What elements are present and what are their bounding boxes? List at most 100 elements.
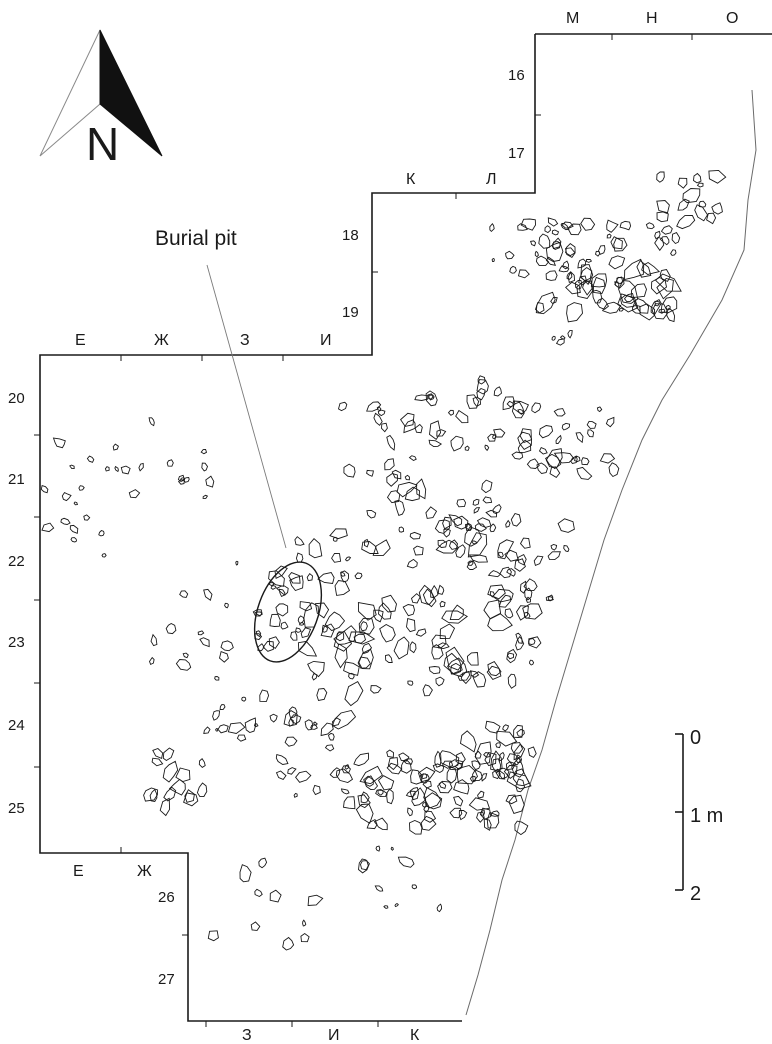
stone-outline — [665, 304, 671, 311]
row-label-27: 27 — [158, 971, 175, 988]
stone-outline — [484, 444, 490, 452]
stone-outline — [484, 751, 497, 767]
stone-outline — [254, 888, 263, 898]
stone-outline — [227, 722, 246, 734]
stone-outline — [148, 656, 155, 666]
stone-outline — [333, 625, 357, 645]
stone-outline — [331, 709, 357, 730]
burial-pit-outline — [253, 561, 323, 663]
stone-outline — [270, 585, 277, 590]
col-label-main-1: Е — [75, 332, 86, 349]
stone-outline — [355, 803, 374, 824]
stone-outline — [538, 233, 551, 249]
stone-outline — [268, 636, 280, 650]
stone-outline — [414, 394, 429, 401]
stone-outline — [606, 233, 612, 239]
stone-outline — [493, 428, 506, 438]
stone-outline — [320, 623, 336, 638]
stone-outline — [357, 656, 371, 669]
stone-outline — [386, 490, 401, 504]
stone-outline — [491, 257, 495, 263]
stone-outline — [313, 721, 318, 726]
stone-outline — [52, 437, 66, 449]
stone-outline — [533, 555, 544, 567]
stone-outline — [517, 439, 532, 453]
stone-outline — [465, 522, 473, 532]
col-label-bottom-3: К — [410, 1027, 420, 1044]
stone-outline — [335, 768, 354, 783]
stone-outline — [128, 489, 141, 499]
stone-outline — [148, 417, 155, 427]
stone-outline — [348, 672, 355, 680]
stone-outline — [409, 641, 417, 654]
stone-outline — [386, 762, 403, 775]
stone-outline — [207, 930, 219, 942]
stone-outline — [224, 602, 229, 609]
stone-outline — [152, 747, 164, 760]
stone-outline — [443, 652, 463, 675]
stone-outline — [398, 526, 405, 533]
stone-outline — [378, 602, 392, 620]
col-label-bottom-1: З — [242, 1027, 252, 1044]
stone-outline — [526, 458, 540, 469]
stone-outline — [616, 276, 624, 285]
stone-outline — [275, 770, 287, 780]
stone-outline — [179, 590, 189, 598]
row-label-18: 18 — [342, 227, 359, 244]
stone-outline — [361, 642, 373, 655]
stone-outline — [577, 258, 587, 269]
stone-outline — [396, 481, 418, 498]
stone-outline — [343, 796, 356, 810]
row-label-20: 20 — [8, 390, 25, 407]
stone-outline — [599, 453, 616, 464]
stone-outline — [538, 447, 548, 455]
stone-outline — [550, 544, 558, 551]
stone-outline — [332, 536, 338, 542]
stone-outline — [570, 455, 578, 465]
stone-outline — [547, 217, 559, 227]
north-arrow-icon: N — [39, 29, 163, 170]
stone-outline — [619, 220, 632, 231]
stone-outline — [69, 464, 75, 470]
stone-outline — [205, 475, 215, 488]
stone-outline — [437, 539, 448, 548]
stone-outline — [551, 229, 560, 236]
stone-outline — [576, 466, 593, 480]
stone-outline — [547, 551, 561, 561]
col-label-top-1: М — [566, 10, 579, 27]
stone-outline — [329, 767, 341, 778]
stone-outline — [660, 225, 673, 235]
stone-outline — [280, 621, 289, 630]
stone-outline — [353, 633, 367, 644]
stone-outline — [104, 466, 110, 472]
stone-outline — [383, 905, 389, 909]
stone-outline — [431, 644, 444, 660]
stone-outline — [375, 789, 388, 798]
col-label-main-2: Ж — [154, 332, 169, 349]
stone-outline — [436, 429, 447, 437]
stone-outline — [337, 401, 348, 412]
stone-outline — [693, 172, 702, 184]
stone-outline — [519, 580, 527, 594]
stone-outline — [445, 646, 465, 671]
stone-outline — [498, 751, 505, 762]
scale-bar — [675, 733, 684, 891]
stone-outline — [515, 635, 525, 651]
stone-outline — [212, 710, 221, 721]
stone-outline — [453, 515, 469, 530]
stone-outline — [578, 275, 588, 286]
stone-outline — [297, 615, 305, 625]
stone-outline — [394, 499, 405, 516]
stone-outline — [666, 307, 676, 323]
stone-outline — [297, 640, 318, 657]
stone-outline — [138, 462, 144, 472]
stone-outline — [576, 279, 594, 300]
stone-outline — [567, 271, 575, 284]
stone-outline — [358, 858, 370, 874]
stone-outline — [410, 769, 423, 785]
stone-outline — [654, 273, 682, 292]
stone-outline — [198, 758, 206, 768]
stone-outline — [252, 609, 263, 617]
stone-outline — [498, 551, 504, 558]
stone-outline — [592, 289, 603, 304]
